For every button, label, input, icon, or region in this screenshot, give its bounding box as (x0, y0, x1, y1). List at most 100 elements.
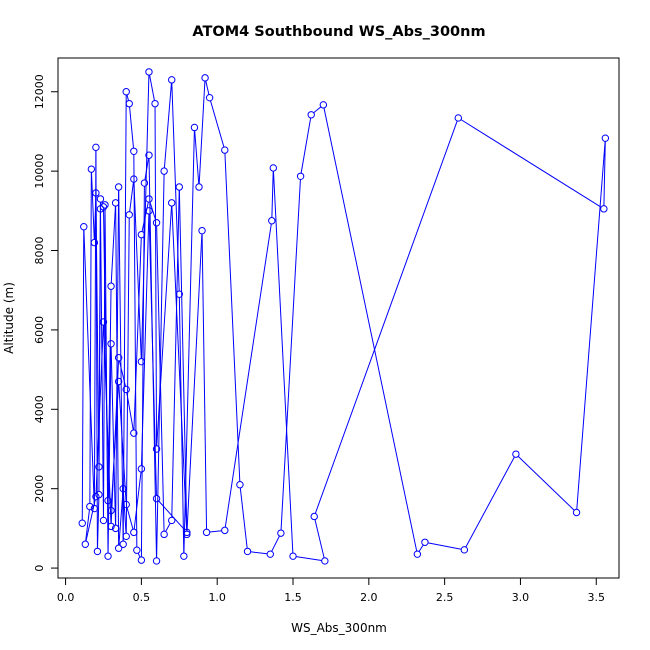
data-point (125, 99, 133, 108)
series-line-segment (576, 141, 606, 510)
series-line-segment (271, 535, 280, 552)
series-line-segment (133, 154, 138, 548)
series-line-segment (95, 325, 104, 494)
data-point (119, 484, 127, 493)
series-line-segment (224, 153, 241, 482)
x-axis: 0.0 0.5 1.0 1.5 2.0 2.5 3.0 3.5 (57, 577, 605, 604)
series-line-segment (107, 346, 112, 553)
data-point (99, 203, 108, 211)
series-line-segment (110, 206, 116, 284)
data-point (104, 496, 112, 505)
series-line-segment (97, 497, 100, 549)
y-tick-label: 0 (33, 565, 46, 572)
series-line-segment (239, 487, 248, 549)
data-point (137, 357, 146, 366)
data-point (111, 199, 120, 207)
data-point (92, 143, 100, 152)
series-line-segment (300, 117, 312, 174)
x-axis-label: WS_Abs_300nm (291, 621, 387, 635)
y-tick-label: 2000 (33, 475, 46, 503)
data-point (601, 134, 610, 142)
series-line-segment (149, 201, 157, 220)
series-line-segment (133, 471, 142, 530)
data-point (90, 504, 99, 513)
series-line-segment (460, 119, 602, 208)
data-point (198, 226, 206, 235)
series-line-segment (118, 491, 124, 546)
data-point (99, 516, 108, 525)
series-line-segment (148, 214, 157, 496)
data-point (145, 195, 153, 203)
series-line-segment (126, 507, 134, 530)
series-line-segment (224, 223, 272, 528)
series-line-segment (122, 491, 127, 534)
series-line-segment (103, 210, 109, 498)
data-point (190, 123, 199, 132)
data-point (114, 353, 123, 362)
series-line-segment (280, 179, 301, 530)
y-axis: 0 2000 4000 6000 8000 10000 12000 (33, 74, 59, 572)
x-tick-label: 3.0 (512, 591, 530, 604)
data-point (413, 550, 422, 558)
data-point (92, 492, 100, 501)
series-line-segment (149, 74, 155, 101)
series-line-segment (156, 206, 173, 446)
series-line-segment (90, 172, 95, 240)
data-point (175, 183, 183, 191)
data-point (152, 445, 161, 453)
series-line-segment (103, 325, 112, 524)
data-point (160, 530, 168, 539)
series-line-segment (296, 556, 322, 561)
data-point (114, 183, 123, 191)
series-line-segment (178, 190, 188, 530)
y-axis-label: Altitude (m) (2, 282, 16, 354)
series-line-segment (165, 523, 171, 532)
data-point (111, 524, 120, 533)
data-point (104, 552, 112, 560)
data-point (81, 540, 89, 548)
data-point (122, 385, 130, 394)
data-point (319, 101, 328, 109)
data-point (107, 506, 115, 515)
series-line-segment (156, 225, 165, 532)
series-line-segment (110, 384, 119, 508)
series-line-segment (163, 82, 172, 168)
series-line-segment (126, 94, 129, 101)
data-point (95, 463, 103, 471)
series-line-segment (154, 106, 158, 446)
data-point (310, 512, 318, 521)
x-tick-label: 0.0 (57, 591, 75, 604)
data-point (145, 151, 153, 159)
series-line-segment (81, 229, 85, 521)
series-line-segment (141, 201, 149, 232)
x-tick-label: 0.5 (133, 591, 151, 604)
series-line-segment (209, 530, 222, 533)
data-point (96, 195, 105, 203)
data-point (289, 552, 297, 560)
series-line-segment (85, 509, 90, 542)
data-point (145, 207, 153, 215)
series-line-segment (126, 392, 134, 431)
data-point (101, 201, 109, 209)
data-point (87, 165, 96, 173)
data-point (130, 147, 138, 155)
y-tick-label: 8000 (33, 237, 46, 265)
series-line-segment (210, 100, 225, 148)
data-point (107, 340, 115, 348)
data-point (114, 377, 123, 386)
data-point (107, 282, 115, 290)
series-line-segment (323, 107, 418, 552)
data-point (205, 93, 214, 102)
series-line-segment (272, 171, 294, 553)
data-point (119, 540, 127, 548)
data-point (168, 516, 176, 525)
data-point (78, 519, 86, 527)
data-point (296, 172, 305, 180)
series-line-segment (171, 206, 188, 532)
series-line-segment (314, 120, 458, 514)
series-line-segment (198, 81, 206, 184)
series-line-segment (129, 182, 134, 212)
data-point (130, 175, 138, 183)
chart-title: ATOM4 Southbound WS_Abs_300nm (192, 24, 485, 40)
